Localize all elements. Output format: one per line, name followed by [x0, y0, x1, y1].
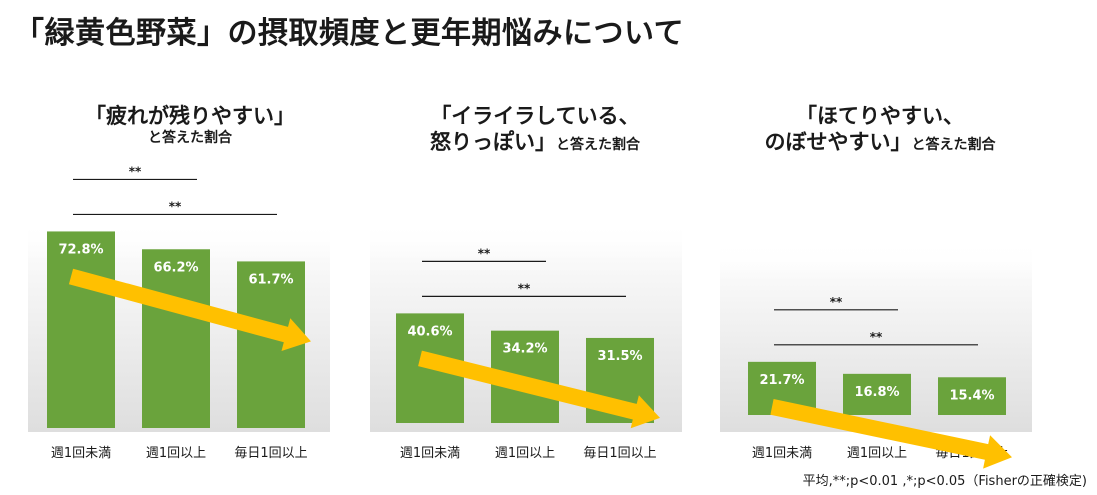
chart-3-significance-label-2: **: [870, 330, 883, 344]
chart-2-category-label-1: 週1回未満: [400, 446, 460, 461]
chart-1-heading: 「疲れが残りやすい」 と答えた割合: [40, 103, 340, 147]
chart-3-title-line-1: 「ほてりやすい、: [796, 104, 964, 128]
chart-3-title-suffix: と答えた割合: [911, 137, 996, 153]
chart-2-title-line-2: 怒りっぽい」: [430, 130, 556, 154]
chart-3-title-line-2: のぼせやすい」: [764, 130, 912, 154]
chart-3-bar-3: [938, 377, 1006, 415]
chart-1-category-label-1: 週1回未満: [51, 446, 111, 461]
chart-1-category-label-3: 毎日1回以上: [234, 445, 307, 461]
chart-2-category-label-3: 毎日1回以上: [583, 445, 656, 461]
chart-2-title-suffix: と答えた割合: [556, 137, 640, 153]
chart-1-value-label-3: 61.7%: [248, 272, 293, 287]
chart-3-significance-label-1: **: [830, 295, 843, 309]
chart-2-significance-label-2: **: [518, 281, 531, 295]
chart-3-trend-arrow: [770, 399, 1012, 469]
chart-2-heading: 「イライラしている、 怒りっぽい」と答えた割合: [385, 103, 685, 158]
chart-3-bar-2: [843, 373, 911, 415]
chart-1-title: 「疲れが残りやすい」: [85, 104, 295, 128]
chart-2-value-label-2: 34.2%: [502, 342, 547, 357]
chart-3-category-label-2: 週1回以上: [847, 446, 907, 461]
chart-1-value-label-2: 66.2%: [153, 260, 198, 275]
chart-2-value-label-1: 40.6%: [407, 324, 452, 339]
chart-3-category-label-1: 週1回未満: [752, 446, 812, 461]
chart-1-significance-label-1: **: [129, 164, 142, 178]
chart-2-value-label-3: 31.5%: [597, 349, 642, 364]
chart-2-trend-arrow: [418, 350, 660, 429]
chart-1-significance-label-2: **: [169, 199, 182, 213]
chart-3-value-label-3: 15.4%: [949, 388, 994, 403]
chart-1-trend-arrow: [68, 268, 312, 351]
chart-3-value-label-1: 21.7%: [759, 373, 804, 388]
chart-3-heading: 「ほてりやすい、 のぼせやすい」と答えた割合: [730, 103, 1030, 158]
chart-1-bar-2: [142, 249, 210, 428]
chart-2-title-line-1: 「イライラしている、: [430, 104, 640, 128]
chart-2-category-label-2: 週1回以上: [495, 446, 555, 461]
footnote: 平均,**;p<0.01 ,*;p<0.05（Fisherの正確検定): [802, 474, 1087, 489]
chart-2-significance-label-1: **: [478, 246, 491, 260]
chart-1-category-label-2: 週1回以上: [146, 446, 206, 461]
chart-1-bar-1: [47, 231, 115, 428]
chart-1-value-label-1: 72.8%: [58, 242, 103, 257]
chart-3-value-label-2: 16.8%: [854, 385, 899, 400]
chart-1-subtitle: と答えた割合: [148, 130, 232, 146]
page-title: 「緑黄色野菜」の摂取頻度と更年期悩みについて: [14, 16, 685, 51]
